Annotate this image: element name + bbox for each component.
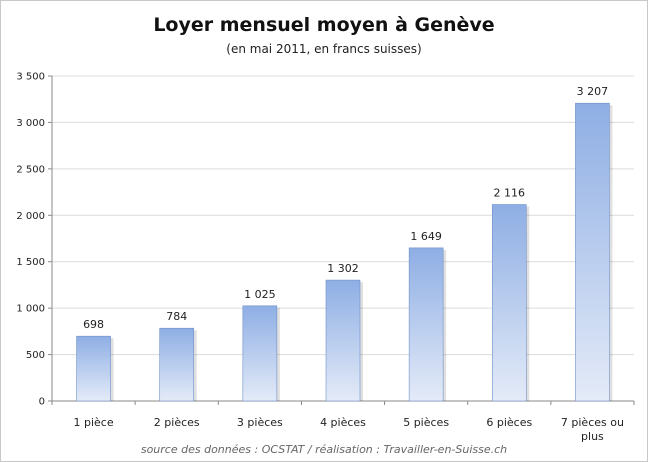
- labels: 0 500 1 000 1 500 2 000 2 500 3 000 3 500 698 1 p…: [16, 72, 624, 444]
- chart-title: Loyer mensuel moyen à Genève: [153, 14, 495, 36]
- y-tick-label: 3 000: [16, 118, 45, 129]
- data-label: 1 025: [244, 288, 276, 301]
- x-tick-label: 2 pièces: [154, 416, 200, 429]
- y-tick-label: 1 500: [16, 257, 45, 268]
- bar: [408, 247, 444, 402]
- source-note: source des données : OCSTAT / réalisatio…: [140, 443, 508, 456]
- bar: [325, 279, 361, 402]
- y-tick-label: 2 000: [16, 211, 45, 222]
- y-tick-label: 0: [39, 397, 45, 408]
- bar: [242, 305, 278, 402]
- x-tick-label: 6 pièces: [486, 416, 532, 429]
- bar: [159, 327, 195, 402]
- bar: [575, 102, 610, 402]
- chart-subtitle: (en mai 2011, en francs suisses): [226, 42, 422, 56]
- bar: [491, 204, 527, 402]
- y-tick-label: 2 500: [16, 164, 45, 175]
- data-label: 3 207: [577, 85, 609, 98]
- x-tick-label: 7 pièces ou plus: [561, 416, 624, 443]
- data-label: 1 302: [327, 262, 359, 275]
- y-tick-label: 1 000: [16, 304, 45, 315]
- x-tick-label: 5 pièces: [403, 416, 449, 429]
- x-tick-label: 4 pièces: [320, 416, 366, 429]
- x-tick-label: 1 pièce: [74, 416, 114, 429]
- bars: [76, 102, 613, 402]
- x-tick-label: 3 pièces: [237, 416, 283, 429]
- data-label: 698: [83, 318, 104, 331]
- data-label: 784: [166, 310, 187, 323]
- y-tick-label: 3 500: [16, 72, 45, 83]
- gridlines: [52, 75, 634, 356]
- data-label: 1 649: [410, 230, 442, 243]
- y-tick-label: 500: [26, 350, 45, 361]
- bar: [76, 335, 111, 402]
- data-label: 2 116: [494, 187, 526, 200]
